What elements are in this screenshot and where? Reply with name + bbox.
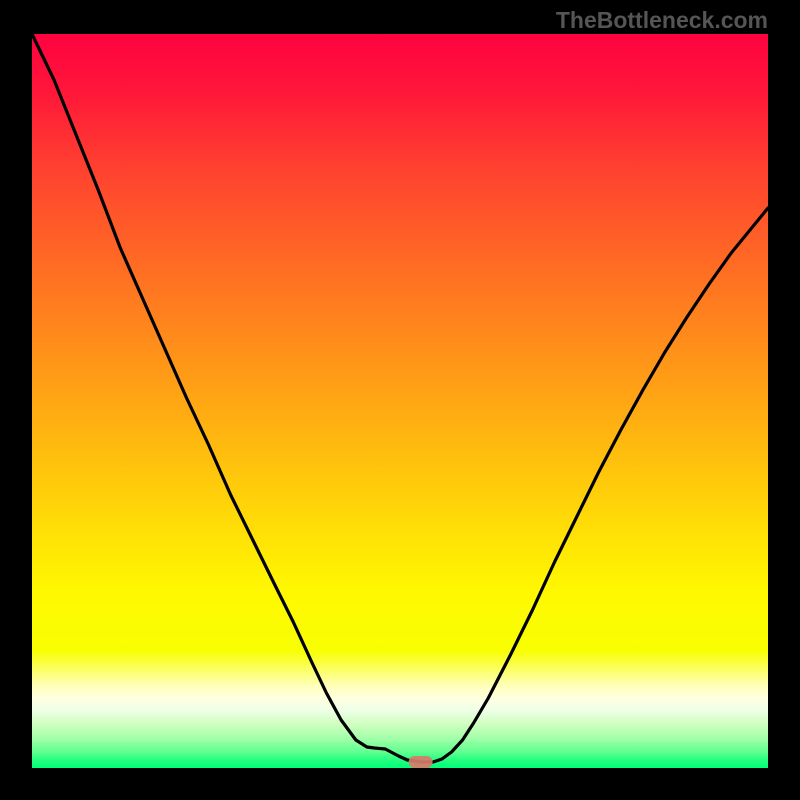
bottleneck-chart: TheBottleneck.com bbox=[0, 0, 800, 800]
plot-background bbox=[32, 34, 768, 768]
optimal-marker bbox=[409, 756, 433, 768]
watermark-text: TheBottleneck.com bbox=[556, 7, 768, 33]
